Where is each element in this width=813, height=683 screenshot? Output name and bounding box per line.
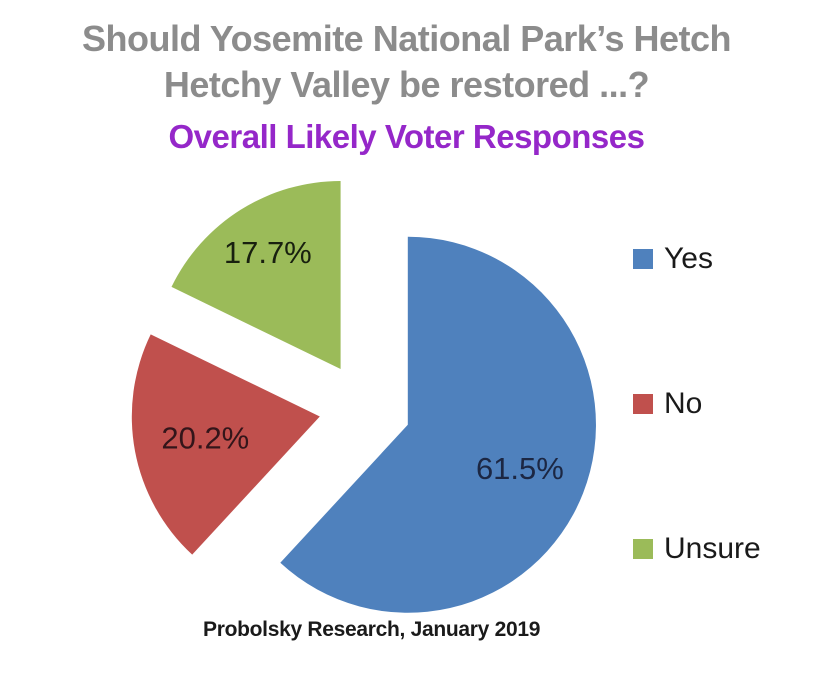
legend-label-no: No	[664, 387, 703, 420]
legend-item-no: No	[633, 387, 761, 421]
source-caption: Probolsky Research, January 2019	[203, 618, 541, 641]
chart-title-line1: Should Yosemite National Park’s Hetch	[81, 18, 732, 59]
pie-slice-yes	[280, 236, 596, 613]
legend-swatch-yes	[633, 249, 653, 269]
legend: Yes No Unsure	[633, 242, 761, 566]
legend-item-unsure: Unsure	[633, 532, 761, 566]
pie-slice-unsure	[171, 181, 341, 369]
data-label-unsure: 17.7%	[224, 235, 312, 270]
legend-swatch-unsure	[633, 539, 653, 559]
legend-label-unsure: Unsure	[664, 532, 761, 565]
data-label-yes: 61.5%	[476, 451, 564, 486]
chart-title: Should Yosemite National Park’s Hetch He…	[0, 16, 813, 108]
chart-title-line2: Hetchy Valley be restored ...?	[163, 64, 650, 105]
data-label-no: 20.2%	[161, 421, 249, 456]
pie-slice-no	[131, 334, 320, 555]
legend-swatch-no	[633, 394, 653, 414]
legend-item-yes: Yes	[633, 242, 761, 276]
legend-label-yes: Yes	[664, 242, 713, 275]
chart-subtitle: Overall Likely Voter Responses	[168, 118, 645, 155]
